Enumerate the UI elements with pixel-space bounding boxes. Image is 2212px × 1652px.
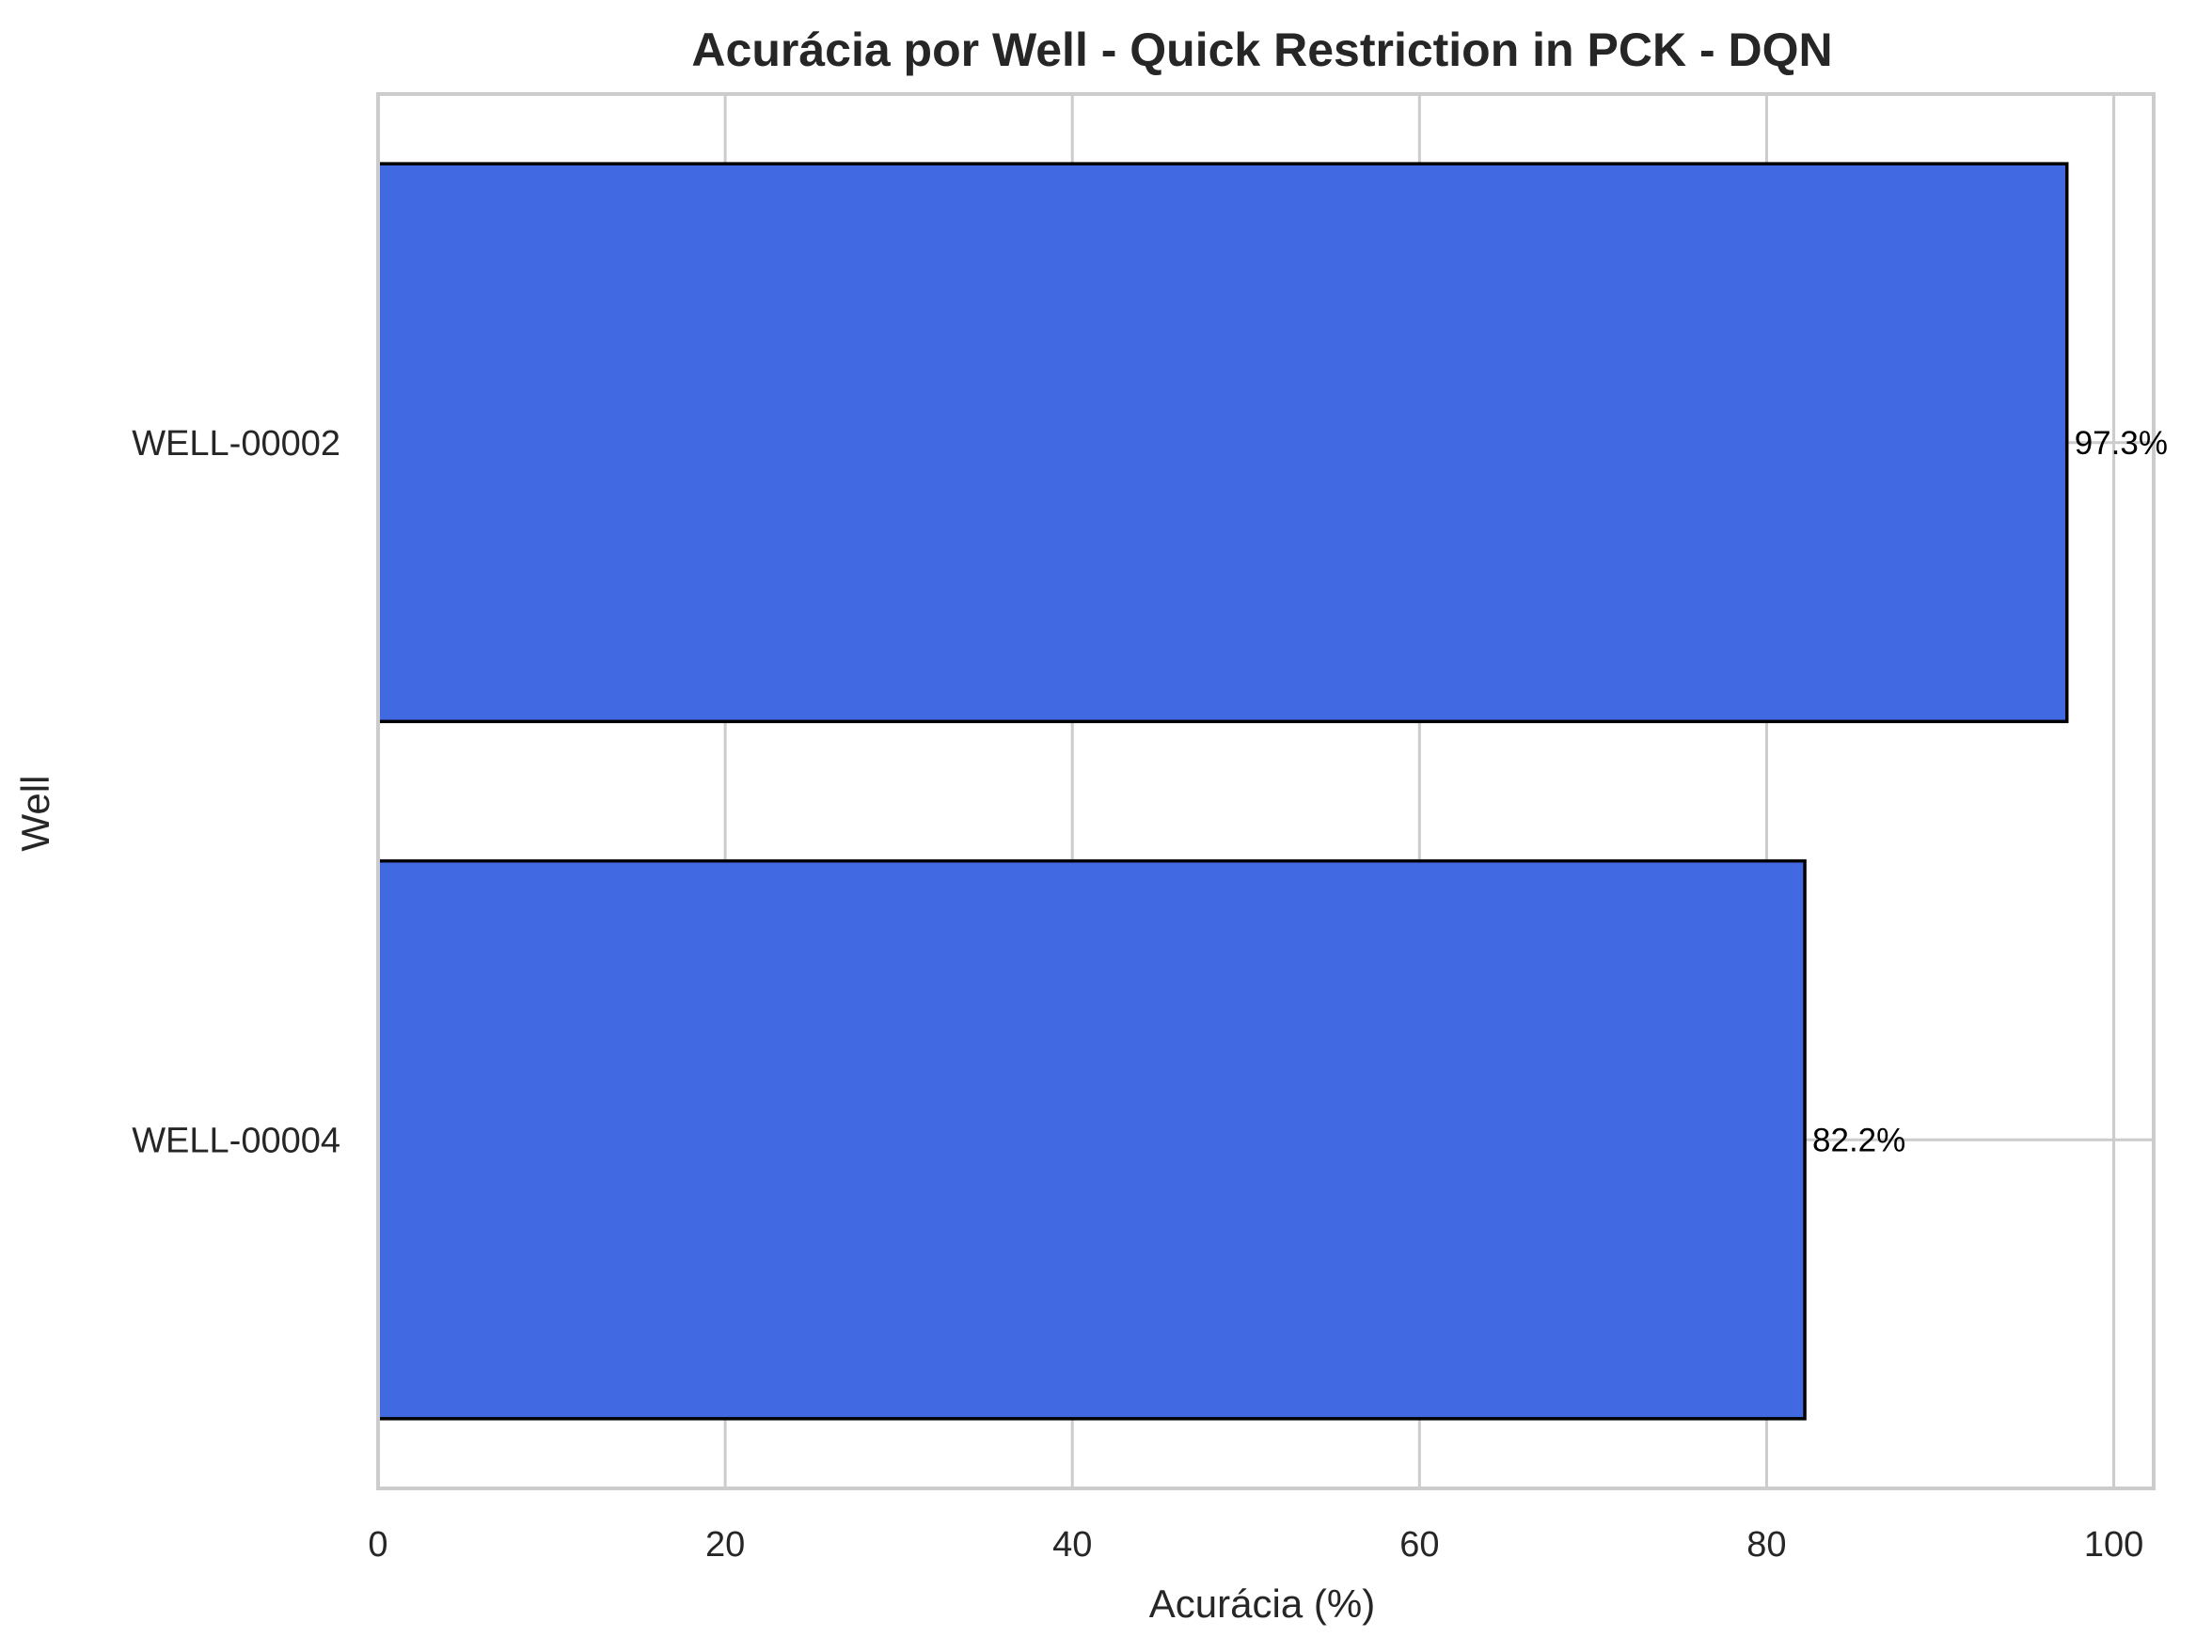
y-tick-label: WELL-00002 <box>132 424 340 464</box>
x-tick-label: 20 <box>705 1525 745 1565</box>
bar-value-label: 82.2% <box>1812 1122 1905 1158</box>
data-labels: 97.3% 82.2% <box>1812 425 2168 1159</box>
bar-value-label: 97.3% <box>2075 425 2168 462</box>
x-axis-label: Acurácia (%) <box>1149 1581 1375 1626</box>
tick-labels: 0 20 40 60 80 100 WELL-00002 WELL-00004 <box>132 424 2143 1565</box>
y-tick-label: WELL-00004 <box>132 1121 340 1160</box>
y-axis-label: Well <box>13 776 57 852</box>
axes-frame <box>376 92 2156 1490</box>
bar <box>376 858 1807 1421</box>
bar <box>376 162 2069 724</box>
x-tick-label: 40 <box>1052 1525 1092 1565</box>
x-tick-label: 60 <box>1399 1525 1439 1565</box>
chart-title: Acurácia por Well - Quick Restriction in… <box>691 24 1832 76</box>
x-tick-label: 100 <box>2084 1525 2143 1565</box>
plot-frame <box>376 92 2156 1490</box>
x-tick-label: 80 <box>1746 1525 1786 1565</box>
bars <box>376 162 2069 1421</box>
x-tick-label: 0 <box>368 1525 387 1565</box>
